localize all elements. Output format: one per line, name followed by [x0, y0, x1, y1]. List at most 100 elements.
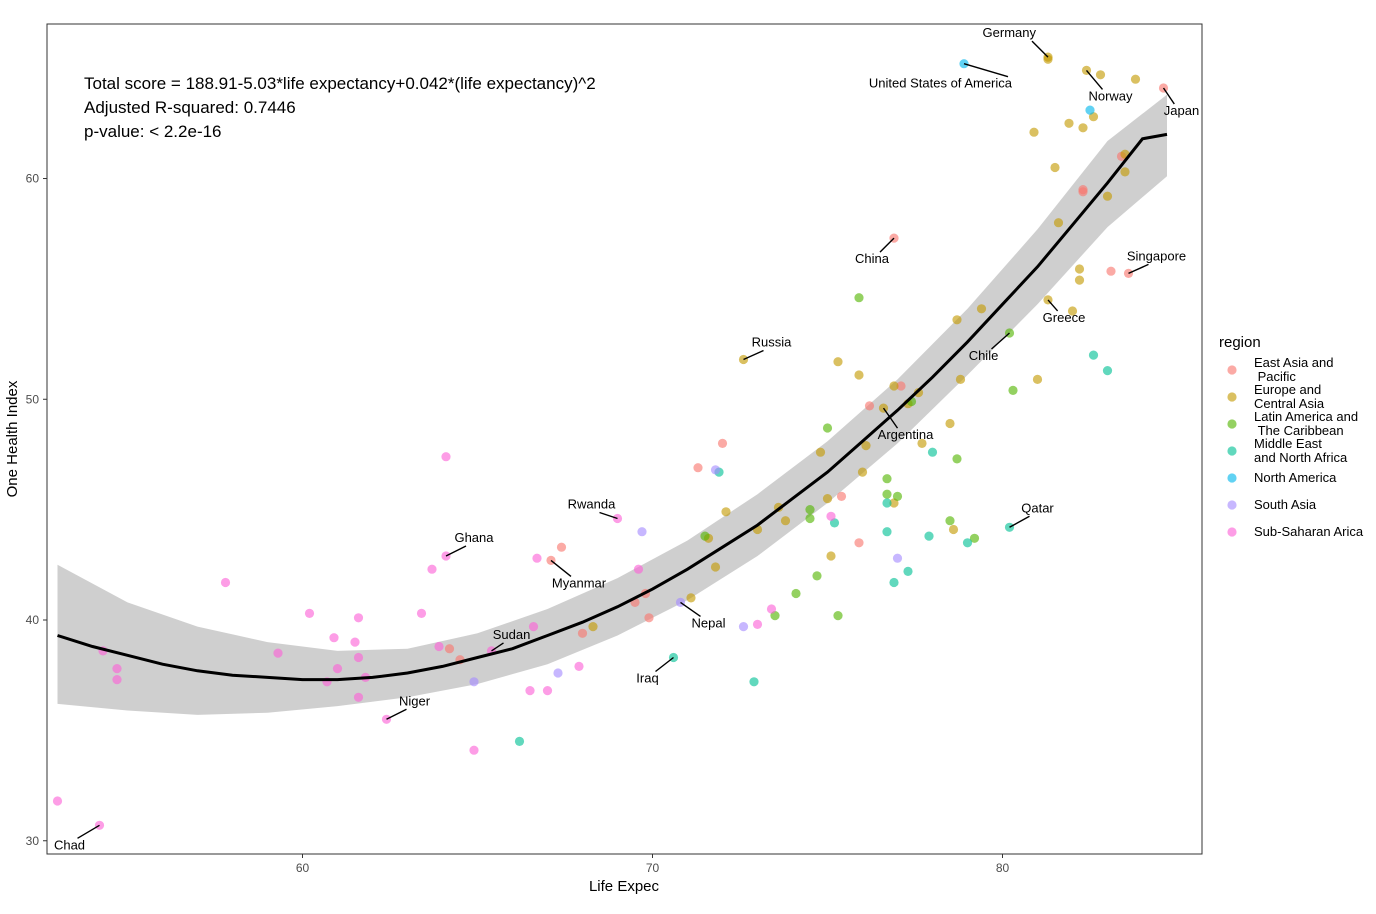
- data-point: [836, 491, 847, 501]
- x-tick-label: 60: [296, 861, 310, 875]
- label-leader-line: [879, 237, 895, 253]
- point-label-text: Myanmar: [552, 575, 607, 590]
- data-point: [752, 619, 763, 630]
- label-germany: Germany: [983, 25, 1049, 58]
- data-point: [952, 315, 962, 325]
- label-leader-line: [1031, 40, 1049, 58]
- legend-label: Sub-Saharan Arica: [1254, 524, 1364, 539]
- legend-key: [1227, 419, 1237, 429]
- point-label-text: Nepal: [692, 615, 726, 630]
- point-label-text: Rwanda: [568, 497, 616, 512]
- data-point: [833, 357, 843, 367]
- point-label-text: United States of America: [869, 76, 1013, 91]
- label-leader-line: [491, 642, 504, 652]
- data-point: [112, 664, 122, 674]
- y-axis-title: One Health Index: [4, 380, 21, 497]
- data-point: [812, 571, 822, 581]
- label-leader-line: [77, 824, 100, 839]
- legend-item-north-america: North America: [1227, 470, 1337, 485]
- data-point: [780, 516, 791, 526]
- label-argentina: Argentina: [878, 407, 934, 442]
- data-point: [854, 293, 864, 303]
- data-point: [805, 513, 815, 524]
- point-label-text: Norway: [1088, 88, 1133, 103]
- y-tick-label: 40: [26, 613, 40, 627]
- data-point: [766, 604, 777, 614]
- label-leader-line: [445, 545, 467, 557]
- data-point: [721, 507, 731, 517]
- data-point: [917, 438, 927, 448]
- x-tick-label: 80: [996, 861, 1010, 875]
- data-point: [588, 622, 598, 632]
- annotation-line-1: Total score = 188.91-5.03*life expectanc…: [84, 74, 596, 93]
- y-tick-label: 60: [26, 172, 40, 186]
- legend-key: [1227, 392, 1237, 402]
- data-point: [882, 489, 892, 499]
- label-leader-line: [991, 332, 1010, 350]
- label-singapore: Singapore: [1127, 248, 1186, 275]
- data-point: [556, 542, 567, 552]
- data-point: [927, 447, 938, 457]
- data-point: [857, 467, 868, 477]
- data-point: [903, 566, 913, 577]
- data-point: [1029, 127, 1039, 137]
- data-point: [693, 463, 703, 473]
- point-label-text: Chad: [54, 837, 85, 852]
- data-point: [416, 608, 427, 619]
- label-ghana: Ghana: [445, 530, 494, 557]
- series-east-asia-and-pacific: [444, 83, 1169, 665]
- x-axis-title: Life Expec: [589, 878, 660, 895]
- point-label-text: Japan: [1164, 103, 1199, 118]
- legend-item-east-asia-and-pacific: East Asia and Pacific: [1227, 355, 1334, 384]
- label-leader-line: [1047, 299, 1059, 312]
- series-south-asia: [469, 465, 903, 687]
- point-label-text: Ghana: [454, 530, 494, 545]
- data-point: [1102, 366, 1113, 376]
- point-label-text: Singapore: [1127, 248, 1186, 263]
- label-leader-line: [550, 559, 572, 577]
- legend-item-middle-east-and-north-africa: Middle East and North Africa: [1227, 436, 1348, 465]
- label-leader-line: [386, 708, 407, 720]
- data-point: [542, 686, 553, 696]
- data-point: [525, 686, 535, 696]
- x-tick-label: 70: [646, 861, 660, 875]
- data-point: [962, 538, 973, 548]
- data-point: [273, 648, 283, 658]
- data-point: [514, 736, 525, 747]
- data-point: [553, 668, 563, 678]
- legend-label: Latin America and The Caribbean: [1254, 409, 1358, 438]
- data-point: [427, 564, 437, 574]
- data-point: [864, 401, 875, 411]
- data-point: [1043, 54, 1053, 64]
- data-point: [52, 796, 63, 806]
- data-point: [1120, 167, 1130, 177]
- data-point: [710, 562, 721, 572]
- plot-panel: [46, 23, 1203, 855]
- point-label-text: Germany: [983, 25, 1037, 40]
- data-point: [350, 637, 360, 647]
- data-point: [945, 418, 955, 429]
- data-point: [1085, 105, 1095, 115]
- data-point: [353, 613, 364, 623]
- data-point: [833, 611, 843, 621]
- data-point: [861, 441, 871, 451]
- label-china: China: [855, 237, 895, 266]
- data-point: [112, 675, 122, 685]
- label-leader-line: [1162, 87, 1175, 105]
- data-point: [1078, 123, 1088, 133]
- data-point: [1008, 385, 1018, 395]
- data-point: [882, 474, 892, 484]
- annotation-line-3: p-value: < 2.2e-16: [84, 122, 222, 141]
- label-leader-line: [1085, 69, 1104, 90]
- data-point: [700, 531, 710, 541]
- point-label-text: Greece: [1043, 310, 1086, 325]
- data-point: [332, 664, 343, 674]
- y-tick-label: 30: [26, 834, 40, 848]
- data-point: [381, 714, 392, 724]
- data-point: [441, 452, 451, 462]
- data-point: [955, 374, 966, 384]
- data-point: [1067, 306, 1078, 316]
- data-point: [353, 692, 364, 702]
- label-greece: Greece: [1043, 299, 1086, 325]
- data-point: [329, 633, 339, 643]
